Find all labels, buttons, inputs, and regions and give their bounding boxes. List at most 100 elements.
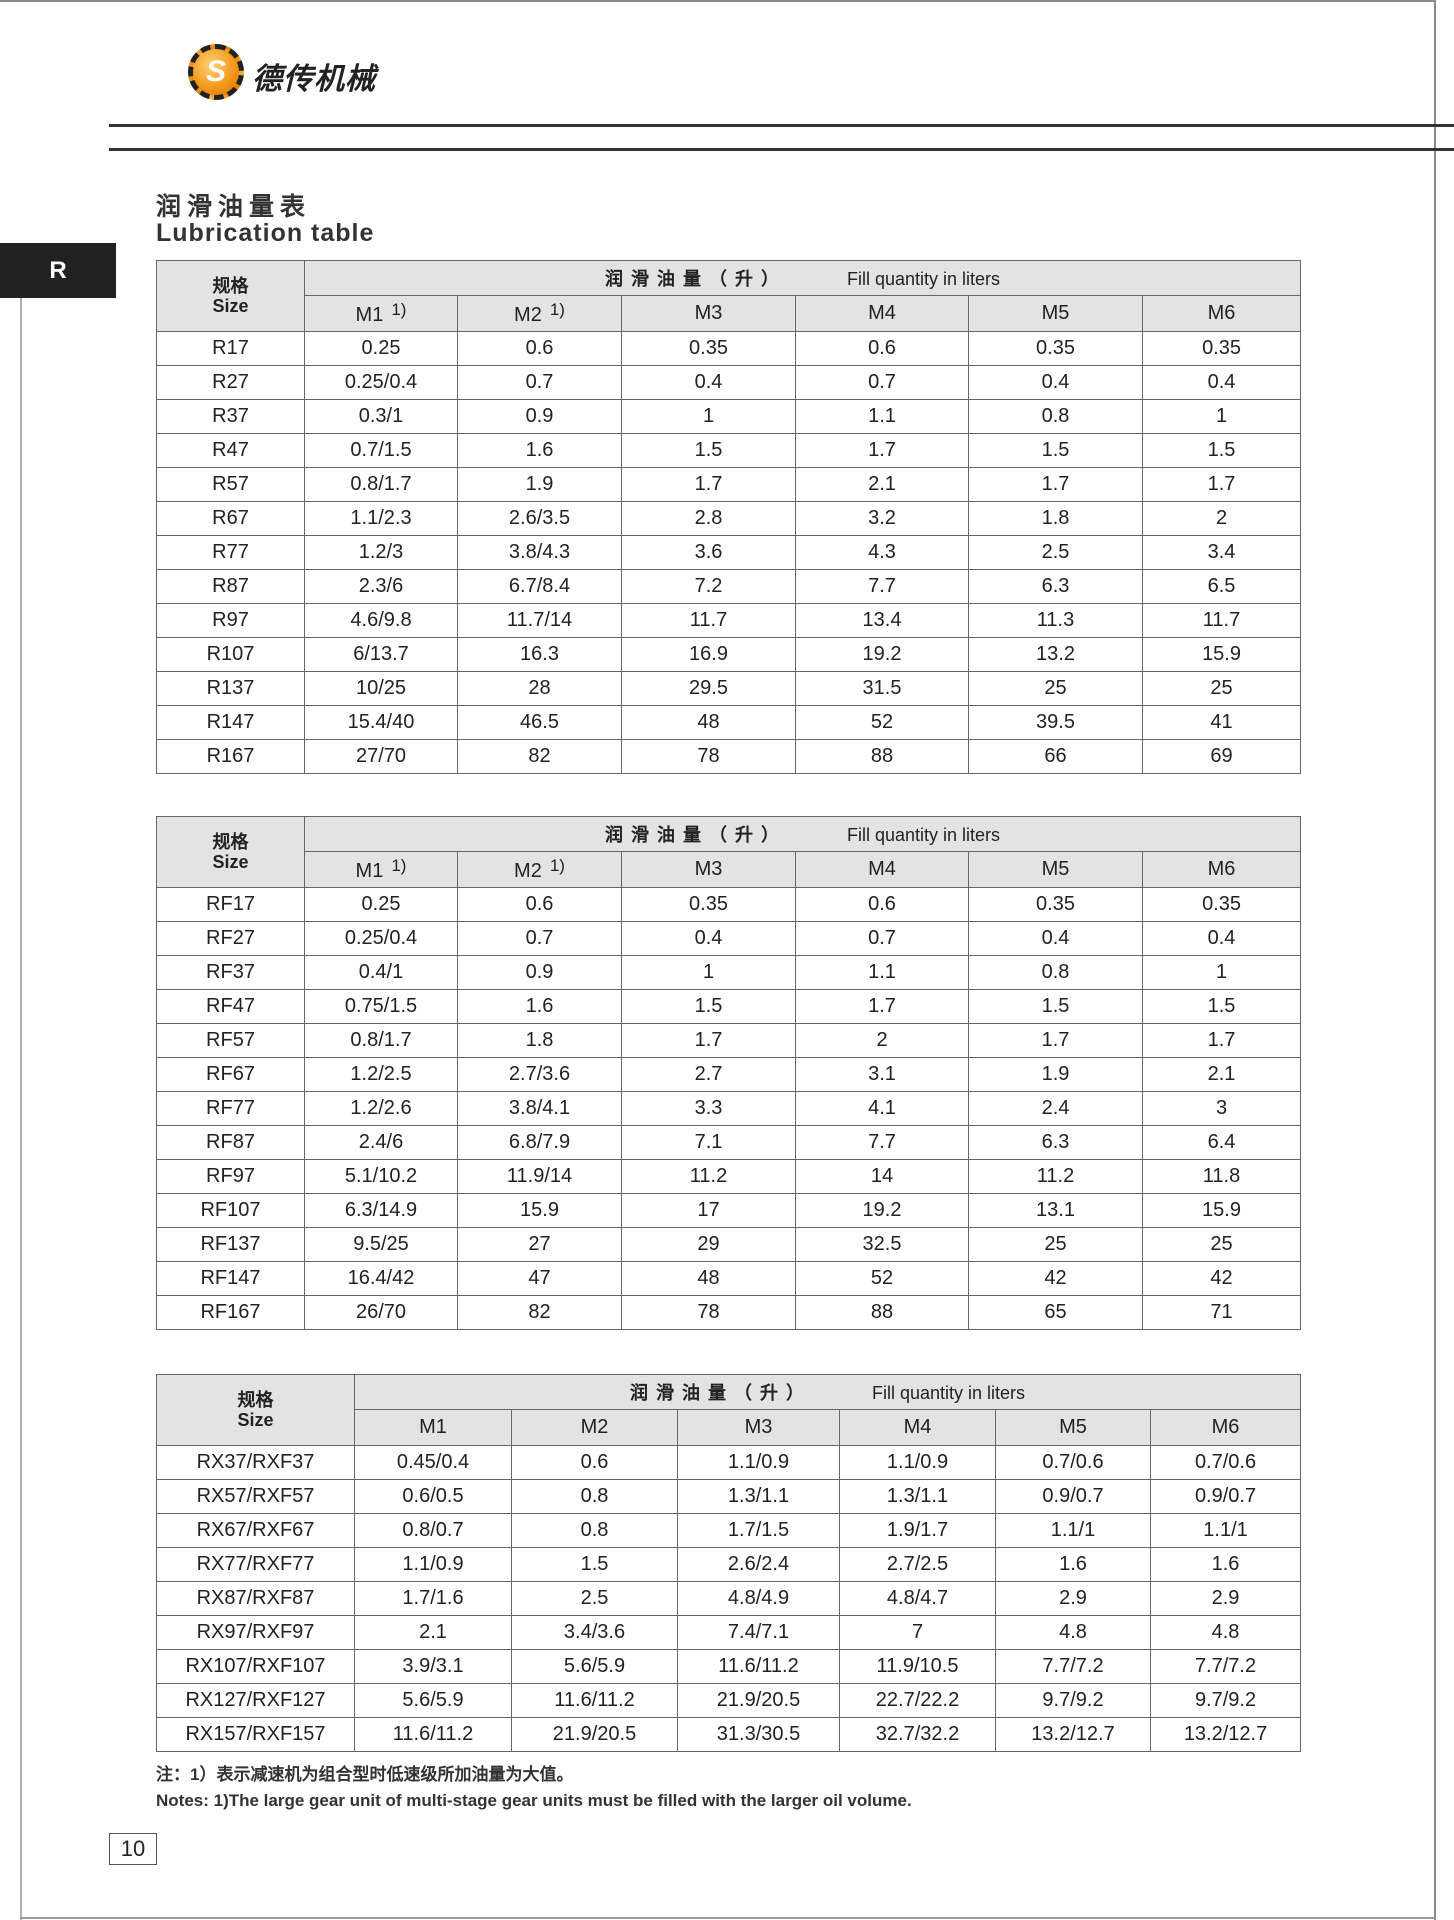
quantity-cell: 13.2/12.7 xyxy=(1149,1717,1302,1752)
quantity-cell: 2.1 xyxy=(354,1615,512,1650)
table-row: R47 0.7/1.5 1.6 1.5 1.7 1.5 1.5 xyxy=(156,433,1302,468)
quantity-cell: 15.9 xyxy=(457,1193,622,1228)
quantity-cell: 3.8/4.3 xyxy=(457,535,622,570)
quantity-cell: 7 xyxy=(839,1615,996,1650)
quantity-cell: 2.4/6 xyxy=(304,1125,458,1160)
quantity-cell: 1.5 xyxy=(1141,989,1302,1024)
quantity-cell: 5.1/10.2 xyxy=(304,1159,458,1194)
table-row: RF57 0.8/1.7 1.8 1.7 2 1.7 1.7 xyxy=(156,1023,1302,1058)
quantity-cell: 0.9/0.7 xyxy=(995,1479,1151,1514)
quantity-cell: 0.9 xyxy=(457,399,622,434)
fill-quantity-header: 润滑油量（升） Fill quantity in liters xyxy=(353,1374,1302,1410)
column-header-m1: M1 1) xyxy=(304,851,458,888)
quantity-cell: 6.3/14.9 xyxy=(304,1193,458,1228)
size-cell: RF47 xyxy=(156,989,305,1024)
page-title-en: Lubrication table xyxy=(156,219,375,247)
table-row: R37 0.3/1 0.9 1 1.1 0.8 1 xyxy=(156,399,1302,434)
table-row: R87 2.3/6 6.7/8.4 7.2 7.7 6.3 6.5 xyxy=(156,569,1302,604)
quantity-cell: 1 xyxy=(1141,955,1302,990)
quantity-cell: 6.4 xyxy=(1141,1125,1302,1160)
size-cell: RX57/RXF57 xyxy=(156,1479,355,1514)
table-row: RF87 2.4/6 6.8/7.9 7.1 7.7 6.3 6.4 xyxy=(156,1125,1302,1160)
column-header-m4: M4 xyxy=(795,851,969,888)
quantity-cell: 2.7/2.5 xyxy=(839,1547,996,1582)
quantity-cell: 2.4 xyxy=(968,1091,1143,1126)
quantity-cell: 1.5 xyxy=(968,989,1143,1024)
quantity-cell: 15.4/40 xyxy=(304,705,458,740)
quantity-cell: 15.9 xyxy=(1141,1193,1302,1228)
quantity-cell: 0.8 xyxy=(511,1479,678,1514)
quantity-cell: 1.1/0.9 xyxy=(677,1445,840,1480)
quantity-cell: 0.6 xyxy=(457,887,622,922)
quantity-cell: 11.9/10.5 xyxy=(839,1649,996,1684)
quantity-cell: 82 xyxy=(457,739,622,774)
quantity-cell: 0.4 xyxy=(968,921,1143,956)
column-label: M2 xyxy=(580,1416,609,1438)
quantity-cell: 7.2 xyxy=(621,569,796,604)
group-header-en: Fill quantity in liters xyxy=(847,825,1001,845)
quantity-cell: 6.5 xyxy=(1141,569,1302,604)
quantity-cell: 1.7 xyxy=(968,1023,1143,1058)
size-cell: RX107/RXF107 xyxy=(156,1649,355,1684)
size-header: 规格 Size xyxy=(156,816,305,888)
quantity-cell: 78 xyxy=(621,1295,796,1330)
quantity-cell: 0.6 xyxy=(795,331,969,366)
quantity-cell: 1.1/0.9 xyxy=(354,1547,512,1582)
table-row: RX157/RXF157 11.6/11.2 21.9/20.5 31.3/30.5 3… xyxy=(156,1717,1302,1752)
quantity-cell: 2.7/3.6 xyxy=(457,1057,622,1092)
quantity-cell: 1.2/2.5 xyxy=(304,1057,458,1092)
size-cell: RF147 xyxy=(156,1261,305,1296)
quantity-cell: 47 xyxy=(457,1261,622,1296)
column-header-m3: M3 xyxy=(621,295,796,332)
size-header-en: Size xyxy=(237,1410,274,1430)
quantity-cell: 0.4 xyxy=(621,365,796,400)
size-cell: R57 xyxy=(156,467,305,502)
quantity-cell: 21.9/20.5 xyxy=(511,1717,678,1752)
quantity-cell: 0.4 xyxy=(621,921,796,956)
table-row: RF77 1.2/2.6 3.8/4.1 3.3 4.1 2.4 3 xyxy=(156,1091,1302,1126)
quantity-cell: 1.3/1.1 xyxy=(839,1479,996,1514)
note-en: Notes: 1)The large gear unit of multi-st… xyxy=(156,1791,912,1810)
footnote-marker: 1) xyxy=(391,300,407,319)
page-number: 10 xyxy=(109,1833,157,1865)
quantity-cell: 1.5 xyxy=(621,433,796,468)
size-cell: RF27 xyxy=(156,921,305,956)
quantity-cell: 1.9 xyxy=(457,467,622,502)
quantity-cell: 11.2 xyxy=(968,1159,1143,1194)
quantity-cell: 2.7 xyxy=(621,1057,796,1092)
column-label: M3 xyxy=(694,858,723,880)
column-label: M6 xyxy=(1207,302,1236,324)
quantity-cell: 1.5 xyxy=(1141,433,1302,468)
quantity-cell: 2.6/3.5 xyxy=(457,501,622,536)
lubrication-table-r: 规格 Size 润滑油量（升） Fill quantity in liters M1 1)… xyxy=(156,260,1302,774)
quantity-cell: 0.4/1 xyxy=(304,955,458,990)
quantity-cell: 16.3 xyxy=(457,637,622,672)
quantity-cell: 0.6 xyxy=(795,887,969,922)
quantity-cell: 0.75/1.5 xyxy=(304,989,458,1024)
table-row: RX57/RXF57 0.6/0.5 0.8 1.3/1.1 1.3/1.1 0.9/0.… xyxy=(156,1479,1302,1514)
quantity-cell: 2.1 xyxy=(795,467,969,502)
quantity-cell: 1.7 xyxy=(621,467,796,502)
quantity-cell: 32.5 xyxy=(795,1227,969,1262)
quantity-cell: 2.3/6 xyxy=(304,569,458,604)
quantity-cell: 1.1/1 xyxy=(995,1513,1151,1548)
quantity-cell: 11.2 xyxy=(621,1159,796,1194)
fill-quantity-header: 润滑油量（升） Fill quantity in liters xyxy=(303,260,1302,296)
quantity-cell: 0.4 xyxy=(968,365,1143,400)
quantity-cell: 29.5 xyxy=(621,671,796,706)
quantity-cell: 66 xyxy=(968,739,1143,774)
quantity-cell: 0.8/1.7 xyxy=(304,1023,458,1058)
quantity-cell: 3.8/4.1 xyxy=(457,1091,622,1126)
quantity-cell: 10/25 xyxy=(304,671,458,706)
quantity-cell: 0.7/1.5 xyxy=(304,433,458,468)
quantity-cell: 1.6 xyxy=(457,989,622,1024)
column-header-m4: M4 xyxy=(839,1409,996,1446)
quantity-cell: 1.1/1 xyxy=(1149,1513,1302,1548)
quantity-cell: 3.3 xyxy=(621,1091,796,1126)
quantity-cell: 9.7/9.2 xyxy=(1149,1683,1302,1718)
size-cell: RF87 xyxy=(156,1125,305,1160)
group-header-cn: 润滑油量（升） xyxy=(605,825,787,845)
table-row: R57 0.8/1.7 1.9 1.7 2.1 1.7 1.7 xyxy=(156,467,1302,502)
quantity-cell: 2.5 xyxy=(511,1581,678,1616)
size-cell: RX87/RXF87 xyxy=(156,1581,355,1616)
